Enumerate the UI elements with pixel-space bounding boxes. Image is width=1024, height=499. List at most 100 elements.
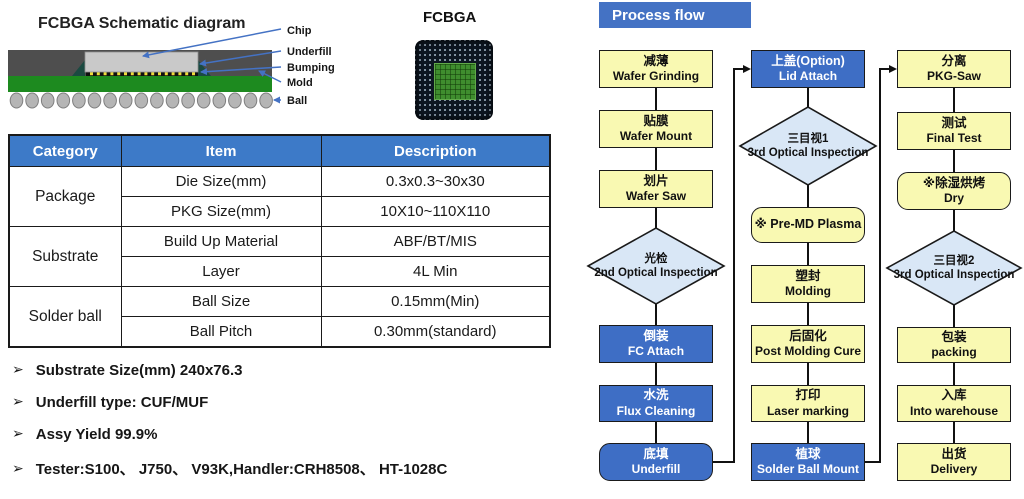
note-text: Tester:S100、 J750、 V93K,Handler:CRH8508、… [35, 461, 448, 478]
pointer-arrow [142, 28, 282, 59]
solder-ball [103, 92, 117, 109]
flow-node-pkg-saw: 分离 PKG-Saw [897, 50, 1011, 88]
schematic-label-chip: Chip [287, 25, 312, 37]
solder-ball [165, 92, 180, 109]
flow-node-3rd-optical-inspection [885, 230, 1023, 306]
notes-list: ➢ Substrate Size(mm) 240x76.3 ➢ Underfill t… [12, 361, 447, 490]
pointer-arrow [200, 66, 282, 76]
header-row: Category Item Description [8, 134, 551, 167]
flow-node-wafer-saw: 划片 Wafer Saw [599, 170, 713, 208]
description-cell: 0.15mm(Min) [320, 286, 551, 317]
substrate-shape [8, 76, 272, 92]
chip-photo-title: FCBGA [423, 9, 477, 26]
flow-node-delivery: 出货 Delivery [897, 443, 1011, 481]
process-flow-header: Process flow [599, 2, 751, 28]
item-cell: PKG Size(mm) [120, 196, 322, 227]
fcbga-schematic-diagram: Chip Underfill Bumping Mold Ball [8, 25, 335, 109]
description-cell: 0.3x0.3~30x30 [320, 166, 551, 197]
schematic-title: FCBGA Schematic diagram [38, 15, 246, 32]
solder-ball [72, 92, 86, 109]
item-cell: Build Up Material [120, 226, 322, 257]
solder-ball [212, 92, 227, 109]
solder-ball [9, 92, 24, 109]
flow-node-wafer-mount: 贴膜 Wafer Mount [599, 110, 713, 148]
flow-node-flux-cleaning: 水洗 Flux Cleaning [599, 385, 713, 422]
item-cell: Layer [120, 256, 322, 287]
flow-node-dry: ※除湿烘烤 Dry [897, 172, 1011, 210]
arrow-bullet-icon: ➢ [12, 460, 24, 476]
chip-shape [84, 51, 199, 73]
flow-node-final-test: 测试 Final Test [897, 112, 1011, 150]
table-row: Solder ball Ball Size 0.15mm(Min) [8, 286, 551, 348]
description-cell: 0.30mm(standard) [320, 316, 551, 348]
solder-ball [134, 92, 149, 109]
flow-node-underfill: 底填 Underfill [599, 443, 713, 481]
spec-table: Category Item Description Package Die Size(… [8, 134, 551, 348]
note-item: ➢ Substrate Size(mm) 240x76.3 [12, 361, 447, 394]
flow-return-connector [865, 65, 897, 463]
flow-node-post-molding-cure: 后固化 Post Molding Cure [751, 325, 865, 363]
description-cell: ABF/BT/MIS [320, 226, 551, 257]
note-item: ➢ Tester:S100、 J750、 V93K,Handler:CRH8508… [12, 458, 447, 490]
note-text: Underfill type: CUF/MUF [35, 394, 209, 411]
process-flow-panel: Process flow 减薄 Wafer Grinding 贴膜 Wafer Mou… [575, 0, 1024, 499]
solder-ball [56, 92, 71, 109]
column-header: Category [8, 134, 122, 167]
flow-node-wafer-grinding: 减薄 Wafer Grinding [599, 50, 713, 88]
category-cell: Package [8, 166, 122, 227]
item-cell: Ball Size [120, 286, 322, 317]
flow-node-2nd-optical-inspection [586, 227, 726, 305]
category-cell: Substrate [8, 226, 122, 287]
item-cell: Ball Pitch [120, 316, 322, 348]
flow-node-3rd-optical-inspection [738, 106, 878, 186]
flow-node-laser-marking: 打印 Laser marking [751, 385, 865, 422]
flow-node-fc-attach: 倒装 FC Attach [599, 325, 713, 363]
flow-node-label: 三目视2 3rd Optical Inspection [893, 254, 1015, 281]
schematic-label-underfill: Underfill [287, 46, 332, 58]
flow-node-into-warehouse: 入库 Into warehouse [897, 385, 1011, 422]
solder-ball [118, 92, 133, 109]
schematic-label-ball: Ball [287, 95, 307, 107]
schematic-label-bumping: Bumping [287, 62, 335, 74]
description-cell: 4L Min [320, 256, 551, 287]
solder-ball [150, 92, 164, 109]
flow-node-label: 三目视1 3rd Optical Inspection [747, 132, 869, 159]
note-item: ➢ Underfill type: CUF/MUF [12, 393, 447, 426]
flow-node-solder-ball-mount: 植球 Solder Ball Mount [751, 443, 865, 481]
flow-connectors [586, 65, 1023, 463]
arrow-bullet-icon: ➢ [12, 425, 24, 441]
schematic-label-mold: Mold [287, 77, 313, 89]
solder-ball [259, 92, 273, 109]
flow-node-pre-md-plasma: ※ Pre-MD Plasma [751, 207, 865, 243]
solder-ball [181, 92, 195, 109]
item-cell: Die Size(mm) [120, 166, 322, 197]
category-cell: Solder ball [8, 286, 122, 348]
note-text: Assy Yield 99.9% [35, 426, 158, 443]
bumping-shape [86, 70, 198, 77]
solder-ball [25, 92, 39, 109]
pointer-arrow [199, 50, 282, 67]
underfill-shape [72, 60, 85, 76]
die-area [434, 63, 476, 100]
solder-ball [87, 92, 102, 109]
column-header: Description [320, 134, 551, 167]
flow-node-lid-attach: 上盖(Option) Lid Attach [751, 50, 865, 88]
solder-ball [40, 92, 55, 109]
table-row: Package Die Size(mm) 0.3x0.3~30x30 [8, 166, 551, 227]
note-text: Substrate Size(mm) 240x76.3 [35, 362, 243, 379]
note-item: ➢ Assy Yield 99.9% [12, 425, 447, 458]
ball-row [9, 92, 273, 109]
table-row: Substrate Build Up Material ABF/BT/MIS [8, 226, 551, 287]
solder-ball [228, 92, 242, 109]
flow-node-molding: 塑封 Molding [751, 265, 865, 303]
solder-ball [196, 92, 211, 109]
fcbga-package-photo [415, 40, 493, 120]
description-cell: 10X10~110X110 [320, 196, 551, 227]
pointer-arrow [258, 70, 282, 83]
column-header: Item [120, 134, 322, 167]
solder-ball [243, 92, 258, 109]
arrow-bullet-icon: ➢ [12, 393, 24, 409]
table-row: Layer 4L Min [9, 256, 551, 287]
table-row: Ball Pitch 0.30mm(standard) [9, 316, 551, 348]
